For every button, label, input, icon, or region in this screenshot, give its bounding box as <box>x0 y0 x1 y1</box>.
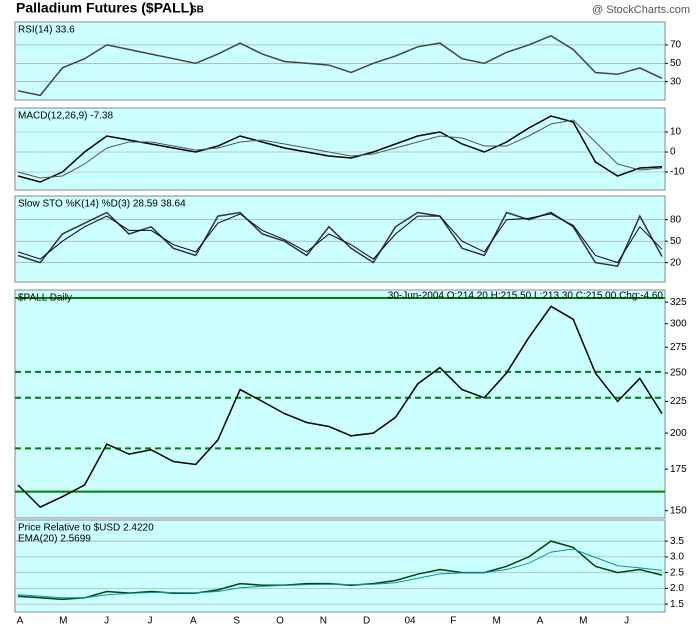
x-tick-label: J <box>104 616 109 627</box>
y-tick-label: 300 <box>670 318 687 329</box>
y-tick-label: 150 <box>670 505 687 516</box>
series-line <box>17 115 663 183</box>
panel <box>14 289 666 519</box>
y-tick-label: 50 <box>670 58 682 69</box>
x-tick-label: 04 <box>404 616 416 627</box>
x-tick-label: S <box>233 616 240 627</box>
series-line <box>17 119 663 179</box>
y-tick-label: 325 <box>670 297 687 308</box>
y-tick-label: 70 <box>670 40 682 51</box>
x-tick-label: O <box>276 616 284 627</box>
source: @ StockCharts.com <box>592 4 690 16</box>
x-tick-label: D <box>363 616 370 627</box>
x-tick-label: M <box>59 616 67 627</box>
x-tick-label: M <box>492 616 500 627</box>
x-tick-label: M <box>579 616 587 627</box>
y-tick-label: 30 <box>670 76 682 87</box>
chart-title: Palladium Futures ($PALL) <box>16 0 194 16</box>
panel-title: RSI(14) 33.6 <box>18 25 75 36</box>
x-tick-label: A <box>17 616 24 627</box>
y-tick-label: 200 <box>670 428 687 439</box>
y-tick-label: 225 <box>670 396 687 407</box>
y-tick-label: 80 <box>670 214 682 225</box>
y-tick-label: 2.5 <box>670 567 684 578</box>
x-tick-label: A <box>190 616 197 627</box>
x-tick-label: F <box>450 616 456 627</box>
y-tick-label: 275 <box>670 342 687 353</box>
panel-title: $PALL Daily <box>18 293 72 304</box>
y-tick-label: 3.0 <box>670 552 684 563</box>
panel-title: MACD(12,26,9) -7.38 <box>18 111 113 122</box>
y-tick-label: 1.5 <box>670 599 684 610</box>
series-line <box>17 211 663 268</box>
panel <box>14 21 666 101</box>
legend-entry: Price Relative to $USD 2.4220 <box>18 523 154 534</box>
x-tick-label: A <box>537 616 544 627</box>
series-line <box>17 34 663 97</box>
y-tick-label: -10 <box>670 167 685 178</box>
y-tick-label: 175 <box>670 464 687 475</box>
series-line <box>17 548 663 599</box>
legend-entry: EMA(20) 2.5699 <box>18 534 91 545</box>
x-tick-label: J <box>148 616 153 627</box>
y-tick-label: 10 <box>670 127 682 138</box>
y-tick-label: 2.0 <box>670 583 684 594</box>
y-tick-label: 20 <box>670 257 682 268</box>
exchange: SB <box>190 5 204 16</box>
panel <box>14 107 666 191</box>
y-tick-label: 0 <box>670 147 676 158</box>
y-tick-label: 3.5 <box>670 536 684 547</box>
x-tick-label: J <box>624 616 629 627</box>
series-line <box>17 213 663 264</box>
series-line <box>17 305 663 509</box>
panel-title: Slow STO %K(14) %D(3) 28.59 38.64 <box>18 199 186 210</box>
panel <box>14 519 666 613</box>
panel-annotation: 30-Jun-2004 O:214.20 H:215.50 L:213.30 C… <box>388 291 664 302</box>
y-tick-label: 250 <box>670 368 687 379</box>
y-tick-label: 50 <box>670 236 682 247</box>
x-tick-label: N <box>320 616 327 627</box>
